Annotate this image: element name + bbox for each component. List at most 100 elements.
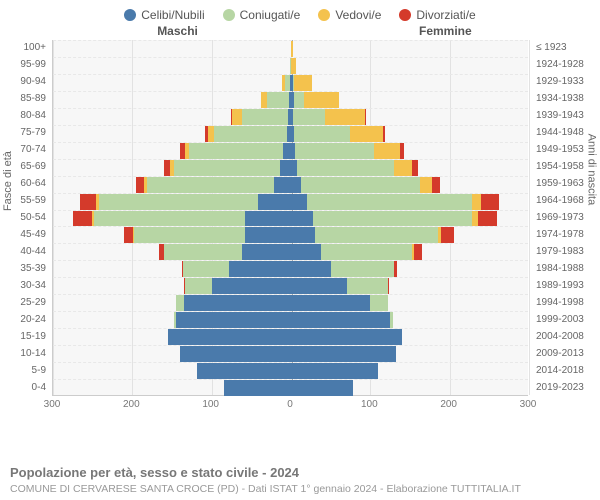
bar-f-vedovi [374, 143, 399, 159]
age-row [53, 328, 528, 345]
ylabel-birth: 1944-1948 [532, 127, 590, 138]
legend-label-coniugati: Coniugati/e [240, 8, 301, 22]
age-row [53, 277, 528, 294]
age-row [53, 311, 528, 328]
xtick-300-r: 300 [520, 399, 537, 410]
ylabel-birth: 1924-1928 [532, 59, 590, 70]
legend-label-vedovi: Vedovi/e [335, 8, 381, 22]
bar-m-divorziati [184, 278, 185, 294]
bar-f-divorziati [394, 261, 397, 277]
bar-m-celibi [180, 346, 291, 362]
bar-f-celibi [291, 261, 331, 277]
ylabel-birth: 2019-2023 [532, 382, 590, 393]
bar-f-celibi [291, 227, 315, 243]
bar-m-celibi [245, 211, 291, 227]
bar-m-coniugati [267, 92, 289, 108]
xtick-100-l: 100 [202, 399, 219, 410]
bar-f-divorziati [414, 244, 422, 260]
ylabel-age: 10-14 [10, 348, 50, 359]
bar-f-divorziati [383, 126, 385, 142]
legend-swatch-coniugati [223, 9, 235, 21]
ylabel-birth: 1984-1988 [532, 263, 590, 274]
bar-m-celibi [274, 177, 291, 193]
ylabel-birth: 1974-1978 [532, 229, 590, 240]
ylabel-birth: 1964-1968 [532, 195, 590, 206]
bar-m-divorziati [164, 160, 170, 176]
ylabel-age: 100+ [10, 42, 50, 53]
age-row [53, 294, 528, 311]
bar-f-celibi [291, 380, 353, 396]
bar-f-celibi [291, 312, 390, 328]
bar-f-vedovi [304, 92, 339, 108]
ylabel-age: 95-99 [10, 59, 50, 70]
bar-m-vedovi [261, 92, 267, 108]
age-row [53, 40, 528, 57]
bar-m-vedovi [133, 227, 134, 243]
ylabel-birth: 1954-1958 [532, 161, 590, 172]
bar-m-divorziati [73, 211, 92, 227]
bar-f-celibi [291, 177, 301, 193]
ylabel-birth: 1979-1983 [532, 246, 590, 257]
bar-f-celibi [291, 278, 347, 294]
ylabel-birth: 2004-2008 [532, 331, 590, 342]
bar-f-divorziati [412, 160, 418, 176]
age-row [53, 91, 528, 108]
bar-m-celibi [283, 143, 291, 159]
bar-f-divorziati [432, 177, 440, 193]
age-row [53, 210, 528, 227]
bar-m-coniugati [285, 75, 290, 91]
bar-m-vedovi [232, 109, 242, 125]
bar-f-coniugati [315, 227, 438, 243]
xtick-300-l: 300 [44, 399, 61, 410]
bar-f-vedovi [294, 75, 311, 91]
bar-m-coniugati [189, 143, 283, 159]
legend-label-celibi: Celibi/Nubili [141, 8, 204, 22]
ylabel-birth: 1959-1963 [532, 178, 590, 189]
bar-m-vedovi [170, 160, 173, 176]
ylabel-birth: 2009-2013 [532, 348, 590, 359]
bar-f-vedovi [325, 109, 365, 125]
legend-swatch-celibi [124, 9, 136, 21]
bar-f-coniugati [307, 194, 472, 210]
bar-f-vedovi [472, 194, 482, 210]
chart-subtitle: COMUNE DI CERVARESE SANTA CROCE (PD) - D… [10, 483, 521, 495]
bar-m-divorziati [231, 109, 233, 125]
bar-m-coniugati [214, 126, 287, 142]
ylabel-birth: 1989-1993 [532, 280, 590, 291]
ylabel-birth: 1939-1943 [532, 110, 590, 121]
legend: Celibi/NubiliConiugati/eVedovi/eDivorzia… [10, 8, 590, 22]
bar-f-coniugati [321, 244, 412, 260]
bar-f-celibi [291, 194, 307, 210]
bar-f-divorziati [478, 211, 497, 227]
gridline [529, 40, 530, 395]
bar-m-vedovi [282, 75, 285, 91]
bar-m-celibi [280, 160, 291, 176]
bar-f-celibi [291, 329, 402, 345]
ylabel-age: 35-39 [10, 263, 50, 274]
bar-m-celibi [176, 312, 291, 328]
bar-m-divorziati [180, 143, 185, 159]
ylabel-age: 45-49 [10, 229, 50, 240]
ylabel-age: 50-54 [10, 212, 50, 223]
bar-m-celibi [229, 261, 291, 277]
bar-m-coniugati [147, 177, 274, 193]
age-row [53, 142, 528, 159]
age-row [53, 108, 528, 125]
bar-f-celibi [291, 211, 313, 227]
bar-f-coniugati [390, 312, 393, 328]
bar-f-coniugati [295, 143, 374, 159]
bar-m-celibi [197, 363, 291, 379]
bar-f-coniugati [347, 278, 388, 294]
bar-m-divorziati [159, 244, 164, 260]
bar-m-divorziati [136, 177, 144, 193]
legend-item-vedovi: Vedovi/e [318, 8, 381, 22]
bar-f-vedovi [420, 177, 433, 193]
bar-f-coniugati [301, 177, 420, 193]
legend-item-coniugati: Coniugati/e [223, 8, 301, 22]
bar-f-vedovi [350, 126, 383, 142]
ylabel-birth: 1999-2003 [532, 314, 590, 325]
bar-m-divorziati [182, 261, 184, 277]
chart-area: Fasce di età Anni di nascita 01001002002… [10, 40, 590, 430]
ylabel-birth: 1994-1998 [532, 297, 590, 308]
ylabel-age: 70-74 [10, 144, 50, 155]
